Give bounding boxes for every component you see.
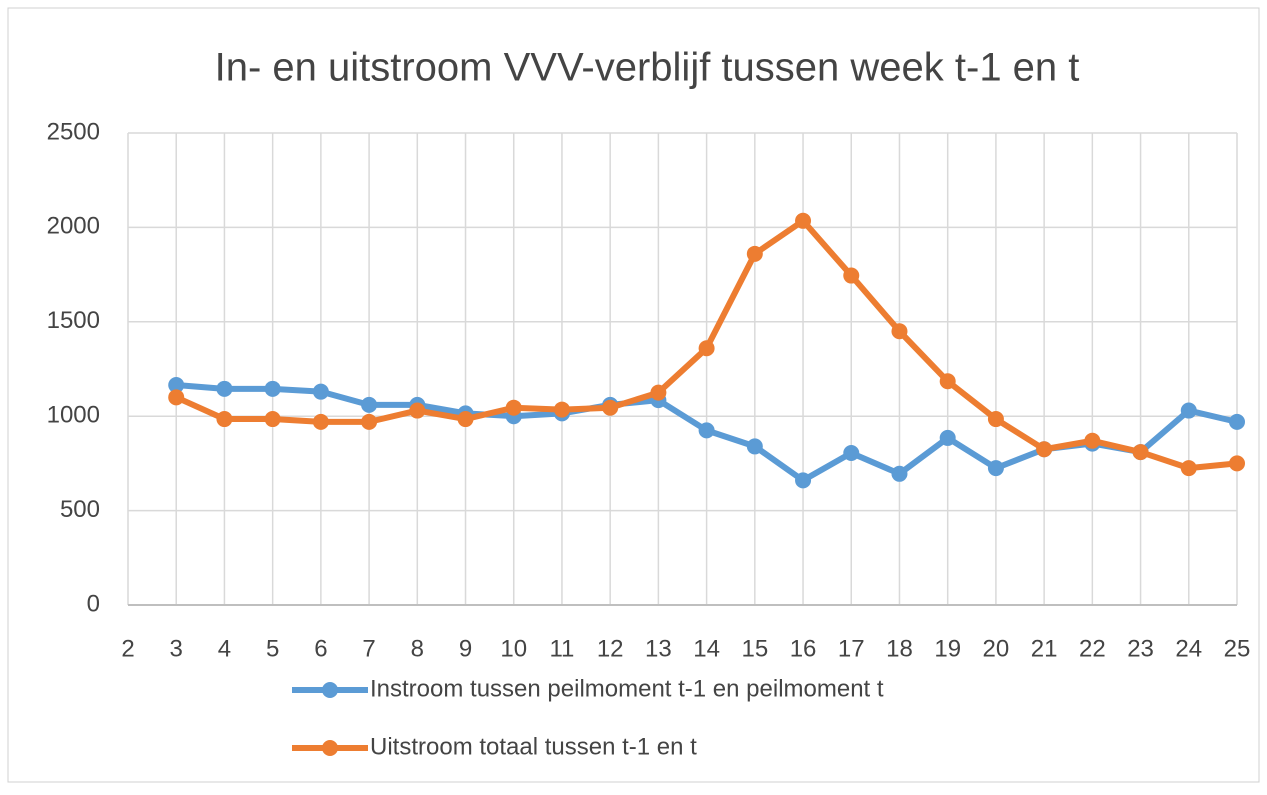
y-tick-label: 1500	[47, 307, 100, 334]
data-point	[1229, 413, 1245, 430]
x-tick-label: 12	[597, 635, 624, 662]
y-tick-label: 1000	[47, 402, 100, 429]
data-point	[216, 411, 233, 428]
x-tick-label: 15	[741, 635, 768, 662]
data-point	[168, 389, 185, 406]
x-tick-label: 24	[1175, 635, 1202, 662]
x-tick-label: 5	[266, 635, 279, 662]
x-tick-label: 20	[983, 635, 1010, 662]
data-point	[457, 411, 474, 428]
x-tick-label: 8	[411, 635, 424, 662]
data-point	[1229, 455, 1245, 472]
data-point	[361, 413, 378, 430]
data-point	[939, 373, 956, 390]
x-tick-label: 23	[1127, 635, 1154, 662]
data-point	[264, 411, 281, 428]
data-point	[1180, 402, 1197, 419]
data-point	[361, 396, 378, 413]
x-tick-label: 10	[500, 635, 527, 662]
data-point	[650, 384, 667, 401]
x-tick-label: 11	[549, 635, 574, 662]
legend-marker	[322, 682, 338, 698]
x-tick-label: 18	[886, 635, 913, 662]
data-point	[987, 460, 1004, 477]
data-point	[216, 380, 233, 397]
y-tick-label: 2500	[47, 118, 100, 145]
data-point	[312, 413, 329, 430]
x-tick-label: 16	[790, 635, 817, 662]
data-point	[312, 383, 329, 400]
data-point	[987, 411, 1004, 428]
data-point	[746, 438, 763, 455]
data-point	[843, 267, 860, 284]
x-tick-label: 22	[1079, 635, 1106, 662]
data-point	[698, 340, 715, 357]
data-point	[891, 323, 908, 340]
x-tick-label: 13	[645, 635, 672, 662]
data-point	[698, 422, 715, 439]
data-point	[409, 402, 426, 419]
legend-label: Uitstroom totaal tussen t-1 en t	[370, 733, 697, 760]
y-tick-label: 0	[87, 590, 100, 617]
data-point	[843, 445, 860, 462]
data-point	[746, 245, 763, 262]
data-point	[168, 377, 185, 394]
x-tick-label: 7	[362, 635, 375, 662]
x-tick-label: 4	[218, 635, 231, 662]
data-point	[1180, 460, 1197, 477]
legend-label: Instroom tussen peilmoment t-1 en peilmo…	[370, 675, 884, 702]
x-tick-label: 9	[459, 635, 472, 662]
x-tick-label: 14	[693, 635, 720, 662]
chart-title: In- en uitstroom VVV-verblijf tussen wee…	[215, 46, 1080, 90]
data-point	[264, 380, 281, 397]
x-tick-label: 2	[121, 635, 134, 662]
x-tick-label: 19	[934, 635, 961, 662]
chart-border	[7, 7, 1260, 783]
data-point	[505, 399, 522, 416]
data-point	[795, 212, 812, 229]
y-tick-label: 2000	[47, 213, 100, 240]
data-point	[602, 399, 619, 416]
x-tick-label: 21	[1031, 635, 1058, 662]
data-point	[1084, 432, 1101, 449]
data-point	[795, 472, 812, 489]
legend-marker	[322, 740, 338, 756]
x-tick-label: 6	[314, 635, 327, 662]
data-point	[1132, 444, 1149, 461]
x-tick-label: 17	[838, 635, 865, 662]
data-point	[1036, 441, 1053, 458]
data-point	[553, 401, 570, 418]
x-tick-label: 25	[1224, 635, 1251, 662]
data-point	[939, 429, 956, 446]
data-point	[891, 465, 908, 482]
y-tick-label: 500	[60, 496, 100, 523]
x-tick-label: 3	[170, 635, 183, 662]
